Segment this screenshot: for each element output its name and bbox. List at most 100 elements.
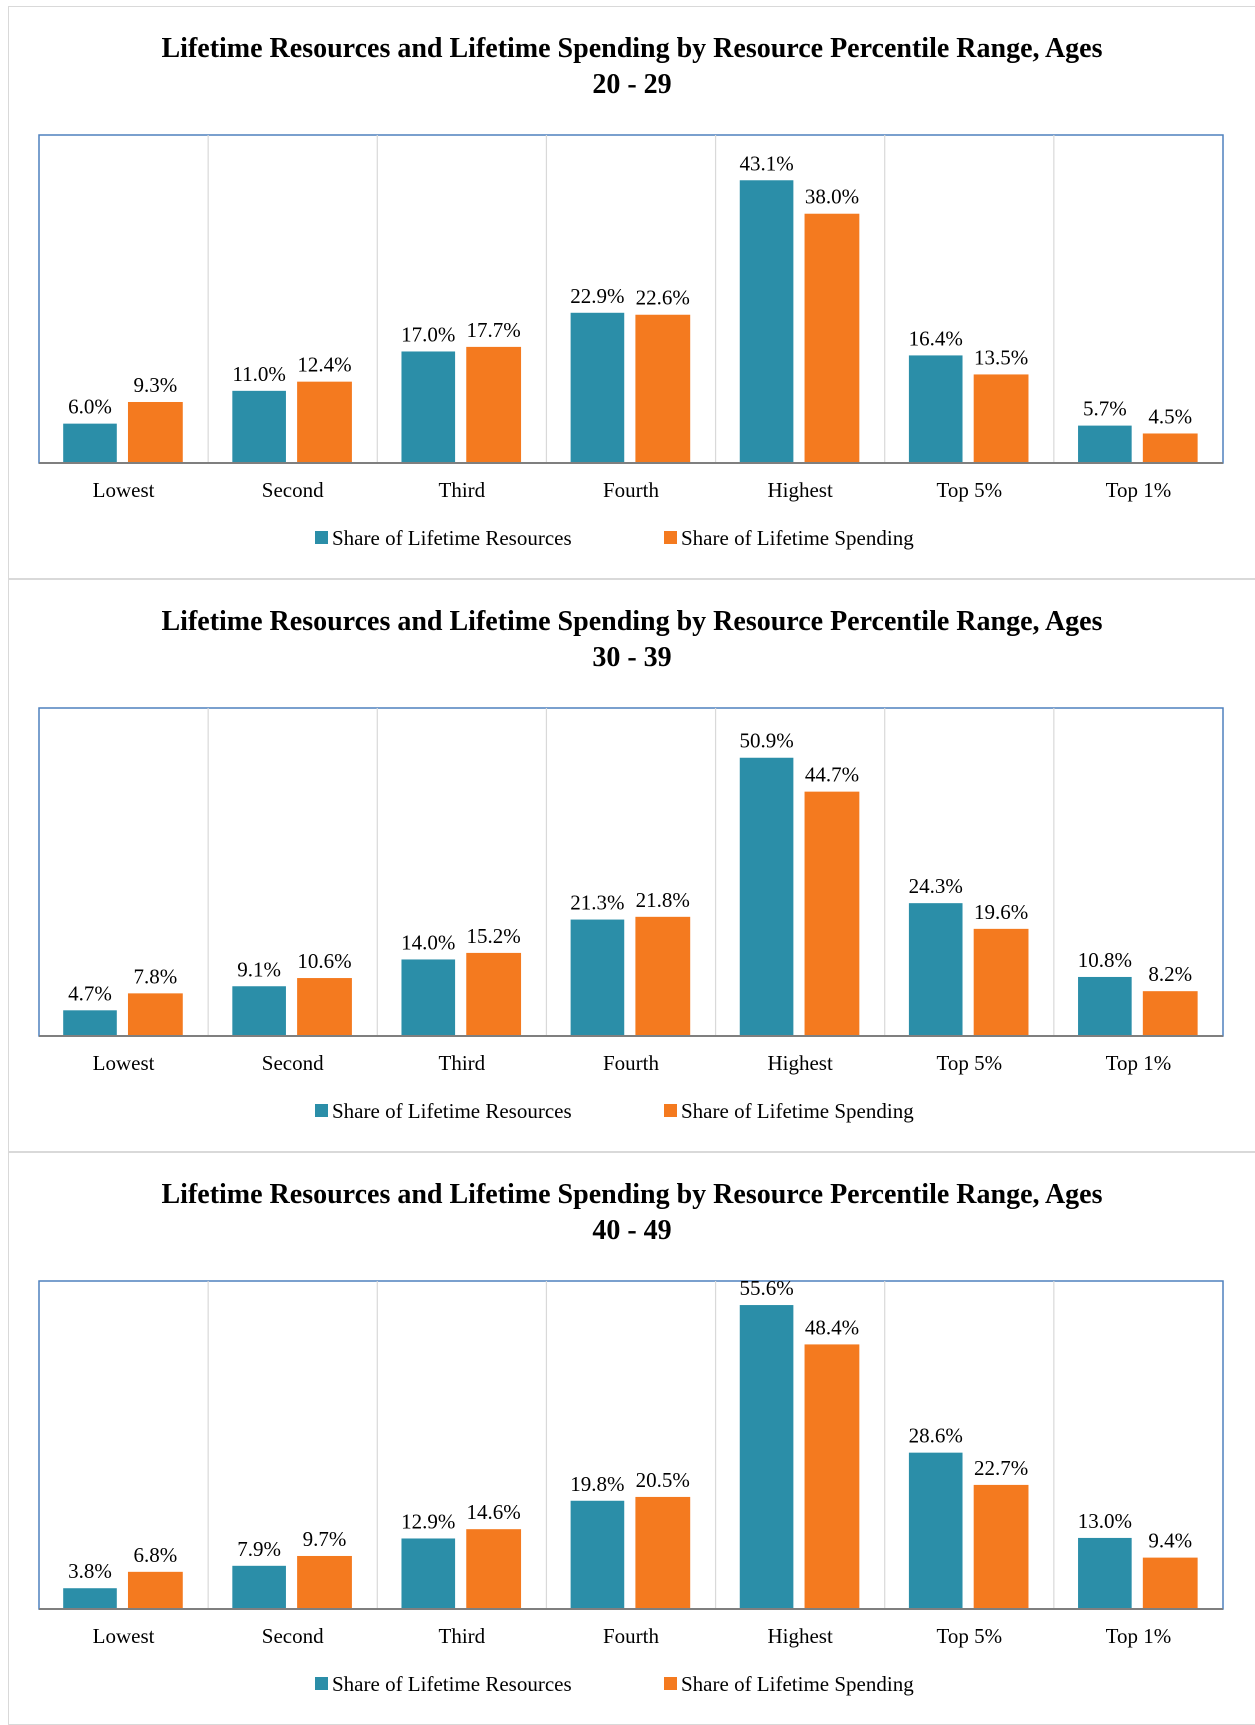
title-wrap: Lifetime Resources and Lifetime Spending… — [9, 31, 1255, 103]
data-label: 55.6% — [739, 1276, 793, 1300]
x-tick-label: Third — [439, 1624, 486, 1648]
data-label: 4.5% — [1148, 404, 1192, 428]
legend-swatch — [315, 1677, 328, 1690]
data-label: 17.0% — [401, 322, 455, 346]
bar — [1142, 991, 1198, 1036]
data-label: 24.3% — [909, 874, 963, 898]
x-tick-label: Top 5% — [936, 1051, 1002, 1075]
x-tick-label: Lowest — [93, 1624, 155, 1648]
legend-label: Share of Lifetime Resources — [332, 526, 572, 550]
data-label: 50.9% — [739, 729, 793, 753]
data-label: 7.9% — [237, 1537, 281, 1561]
data-label: 10.6% — [297, 949, 351, 973]
bar — [1142, 1557, 1198, 1609]
data-label: 17.7% — [467, 318, 521, 342]
bar — [232, 390, 286, 463]
bar — [127, 401, 183, 463]
bar — [739, 1305, 794, 1609]
x-tick-label: Highest — [767, 1624, 832, 1648]
bar — [297, 381, 352, 463]
bar — [401, 1538, 456, 1609]
chart: 3.8% 6.8% Lowest 7.9% 9.7% Second 12.9% 14.6% Th… — [38, 1276, 1224, 1696]
bar — [401, 959, 456, 1036]
bar — [466, 952, 522, 1036]
data-label: 9.7% — [303, 1527, 347, 1551]
data-label: 20.5% — [636, 1468, 690, 1492]
legend-label: Share of Lifetime Resources — [332, 1672, 572, 1696]
bar — [908, 903, 963, 1036]
bar — [635, 1496, 691, 1609]
bar — [466, 1529, 522, 1609]
data-label: 9.3% — [133, 373, 177, 397]
x-tick-label: Third — [439, 478, 486, 502]
bar — [297, 978, 352, 1036]
data-label: 9.4% — [1148, 1529, 1192, 1553]
data-label: 48.4% — [805, 1315, 859, 1339]
bar — [570, 1500, 625, 1609]
bar — [63, 423, 117, 463]
x-tick-label: Second — [262, 1624, 324, 1648]
bar — [739, 757, 794, 1036]
data-label: 12.9% — [401, 1509, 455, 1533]
legend-swatch — [315, 531, 328, 544]
legend-swatch — [664, 531, 677, 544]
bar — [570, 312, 625, 463]
data-label: 8.2% — [1148, 962, 1192, 986]
data-label: 14.0% — [401, 930, 455, 954]
data-label: 10.8% — [1078, 948, 1132, 972]
bar — [570, 919, 625, 1036]
chart-title: Lifetime Resources and Lifetime Spending… — [161, 1179, 1103, 1246]
bar — [1078, 1537, 1132, 1609]
bar — [466, 346, 522, 463]
legend-label: Share of Lifetime Spending — [681, 1099, 914, 1123]
data-label: 6.0% — [68, 395, 112, 419]
data-label: 4.7% — [68, 981, 112, 1005]
bar — [127, 993, 183, 1036]
data-label: 22.7% — [974, 1456, 1028, 1480]
bar — [804, 1344, 860, 1609]
data-label: 13.0% — [1078, 1509, 1132, 1533]
x-tick-label: Top 5% — [936, 478, 1002, 502]
data-label: 21.8% — [636, 888, 690, 912]
data-label: 43.1% — [739, 151, 793, 175]
data-label: 11.0% — [232, 362, 285, 386]
bar — [973, 1484, 1029, 1609]
data-label: 7.8% — [133, 964, 177, 988]
data-label: 19.8% — [570, 1472, 624, 1496]
title-wrap: Lifetime Resources and Lifetime Spending… — [9, 604, 1255, 676]
data-label: 6.8% — [133, 1543, 177, 1567]
bar — [63, 1588, 117, 1609]
bar — [739, 180, 794, 463]
data-label: 12.4% — [297, 353, 351, 377]
chart-title: Lifetime Resources and Lifetime Spending… — [161, 33, 1103, 100]
data-label: 19.6% — [974, 900, 1028, 924]
bar — [973, 374, 1029, 463]
x-tick-label: Fourth — [603, 478, 660, 502]
bar — [401, 351, 456, 463]
bar — [1142, 433, 1198, 463]
bar — [297, 1555, 352, 1609]
bar — [908, 355, 963, 463]
legend-swatch — [664, 1677, 677, 1690]
x-tick-label: Fourth — [603, 1051, 660, 1075]
chart: 6.0% 9.3% Lowest 11.0% 12.4% Second 17.0% 17.7%… — [38, 134, 1224, 550]
x-tick-label: Top 1% — [1106, 1624, 1172, 1648]
chart-title: Lifetime Resources and Lifetime Spending… — [161, 606, 1103, 673]
legend-label: Share of Lifetime Spending — [681, 526, 914, 550]
data-label: 38.0% — [805, 185, 859, 209]
data-label: 28.6% — [909, 1424, 963, 1448]
data-label: 22.9% — [570, 284, 624, 308]
x-tick-label: Fourth — [603, 1624, 660, 1648]
data-label: 9.1% — [237, 957, 281, 981]
bar — [232, 986, 286, 1036]
bar — [973, 928, 1029, 1036]
bar — [63, 1010, 117, 1036]
data-label: 22.6% — [636, 286, 690, 310]
bar — [908, 1452, 963, 1609]
bar — [1078, 425, 1132, 463]
legend-label: Share of Lifetime Spending — [681, 1672, 914, 1696]
bar — [1078, 976, 1132, 1036]
data-label: 21.3% — [570, 891, 624, 915]
data-label: 44.7% — [805, 763, 859, 787]
